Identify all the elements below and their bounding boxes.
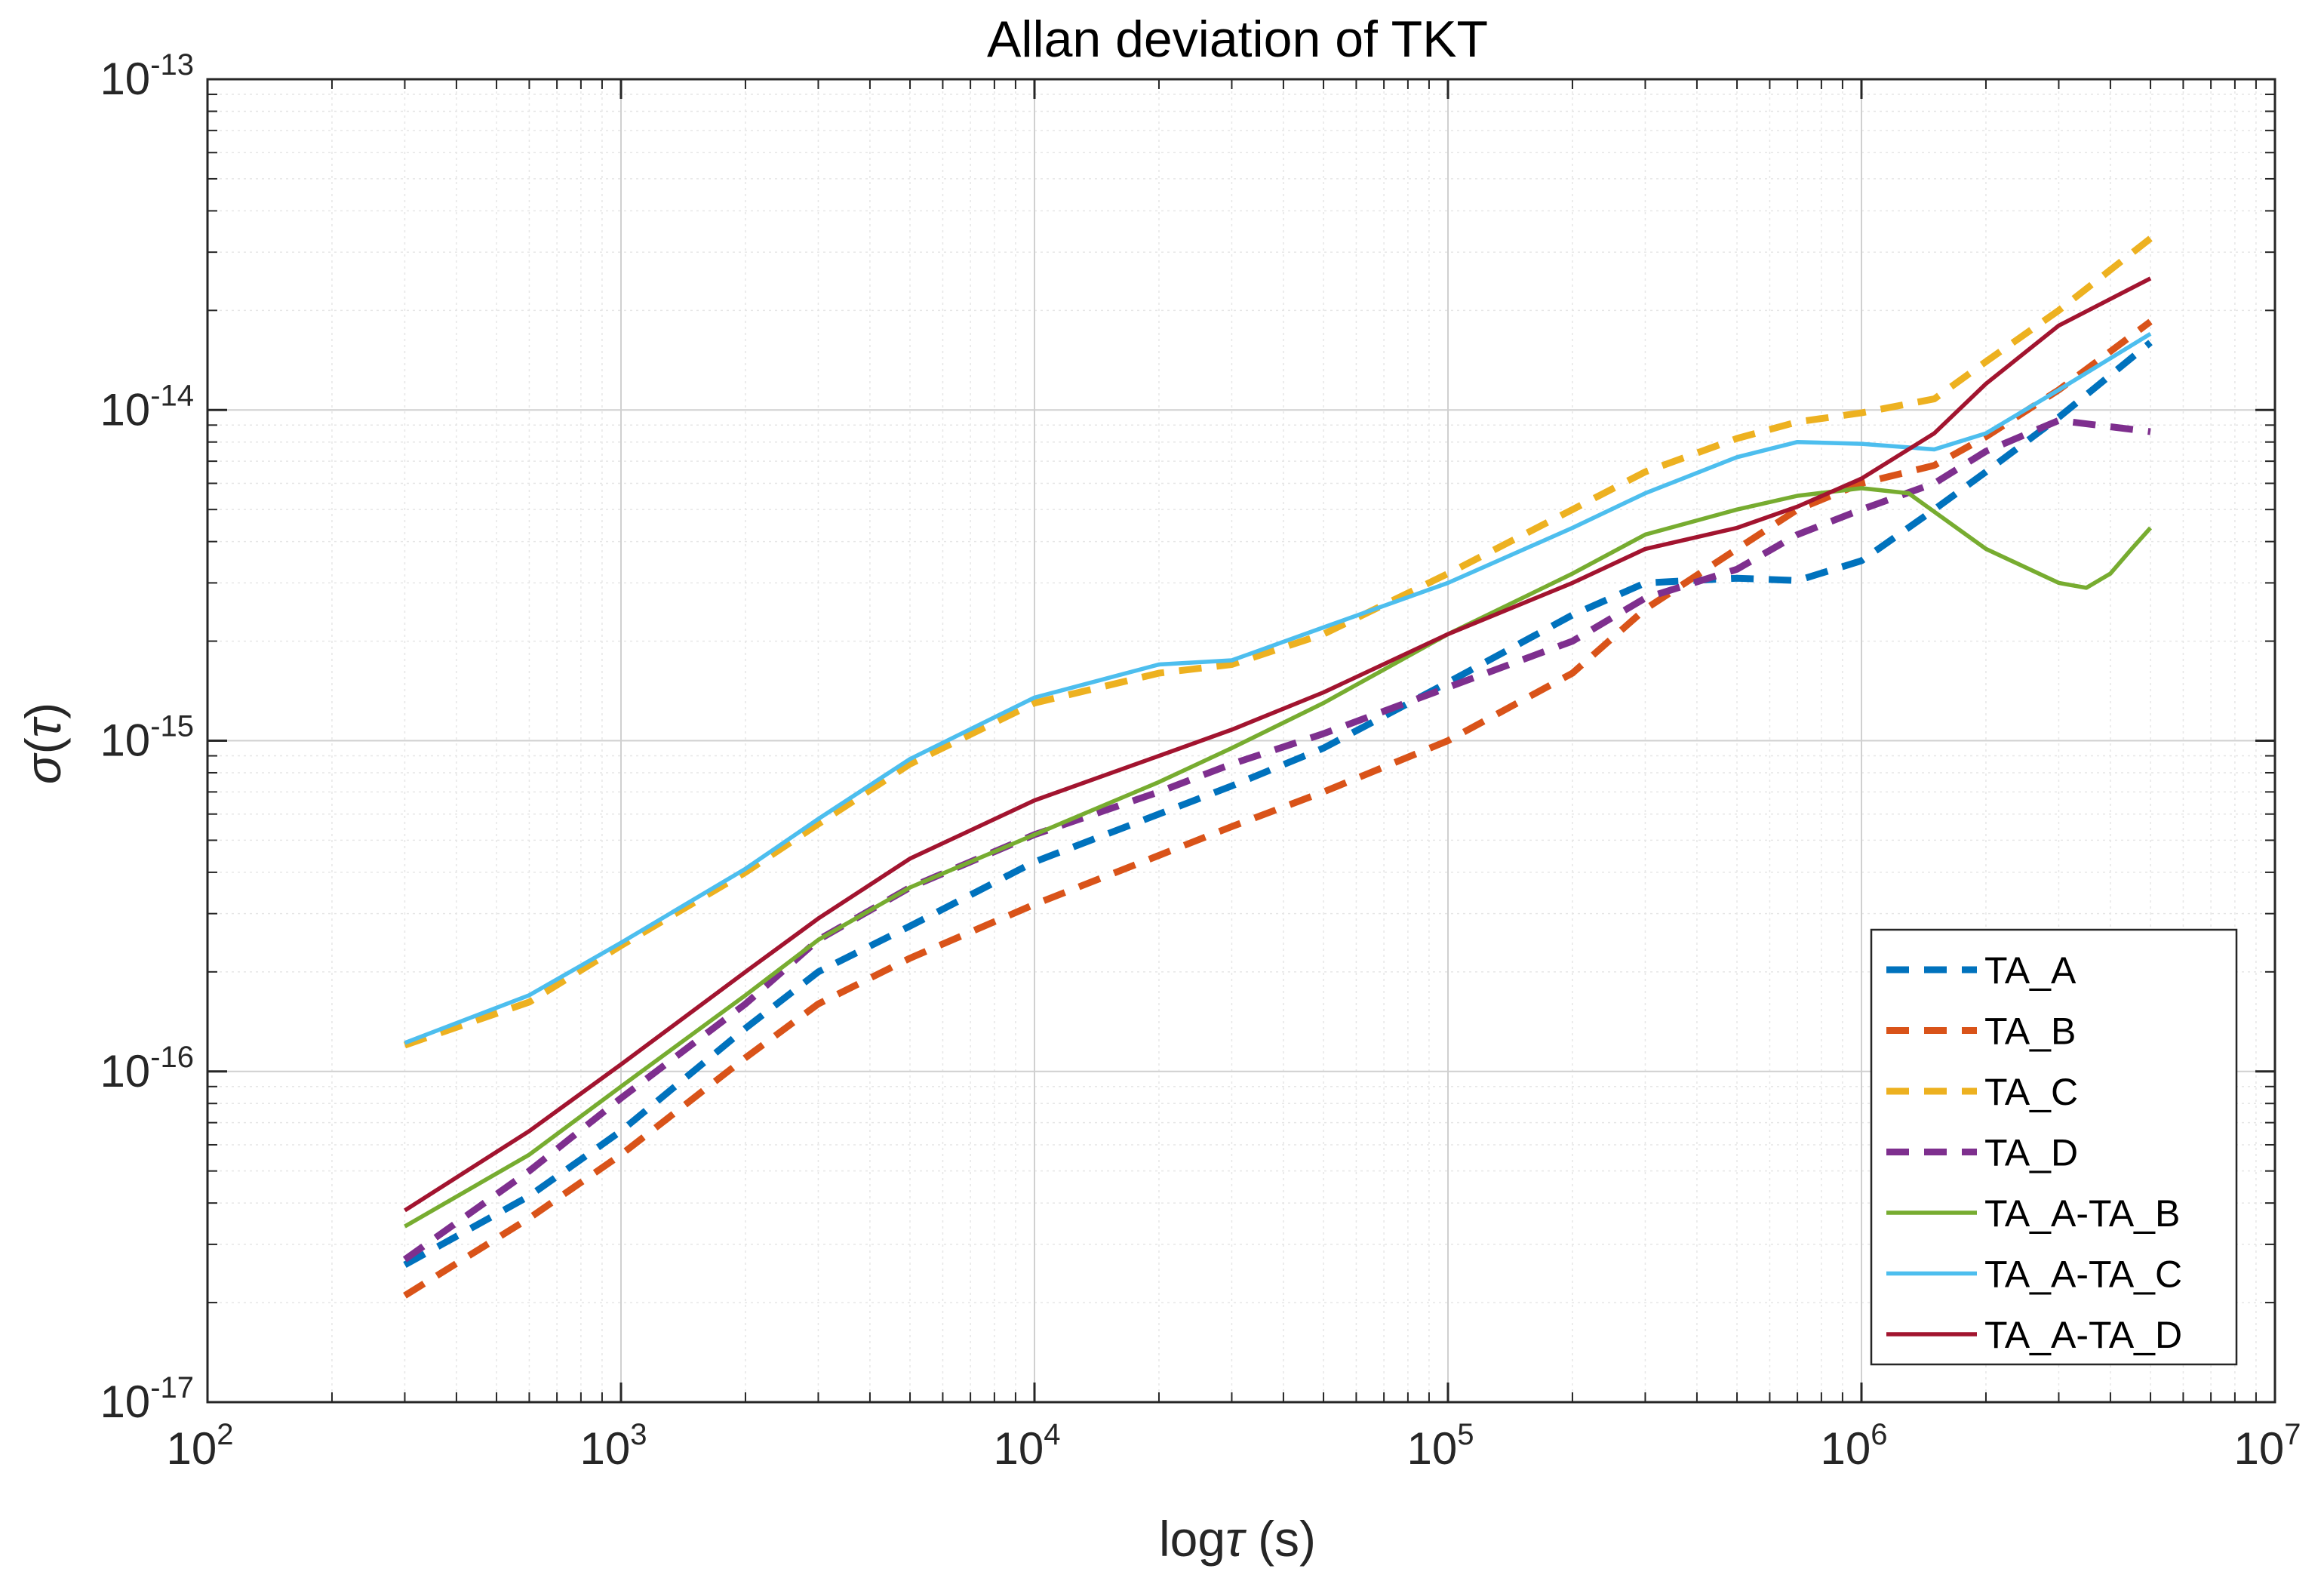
chart-title: Allan deviation of TKT bbox=[987, 11, 1488, 68]
x-tick-label: 106 bbox=[1821, 1418, 1888, 1474]
y-axis-label: σ(τ) bbox=[15, 703, 71, 784]
x-axis-label-suffix: (s) bbox=[1244, 1511, 1316, 1567]
x-tick-label-base: 10 bbox=[167, 1423, 217, 1474]
x-tick-label-exponent: 3 bbox=[630, 1418, 647, 1451]
y-tick-label: 10-16 bbox=[100, 1041, 194, 1097]
series-line-ta-a-ta-d bbox=[404, 276, 2152, 1213]
x-tick-label-base: 10 bbox=[994, 1423, 1044, 1474]
y-tick-label-exponent: -13 bbox=[150, 48, 194, 82]
series-line-ta-a bbox=[403, 340, 2153, 1269]
y-tick-label: 10-15 bbox=[100, 710, 194, 766]
x-tick-label-exponent: 4 bbox=[1044, 1418, 1060, 1451]
y-tick-label-exponent: -16 bbox=[150, 1041, 194, 1074]
x-tick-label-exponent: 7 bbox=[2284, 1418, 2301, 1451]
x-tick-label: 102 bbox=[167, 1418, 234, 1474]
legend-label-ta-b: TA_B bbox=[1984, 1010, 2076, 1053]
x-axis-tick-labels: 102 103 104 105 106 107 bbox=[167, 1418, 2301, 1474]
legend-label-ta-a-ta-d: TA_A-TA_D bbox=[1984, 1314, 2182, 1356]
x-axis-label-prefix: log bbox=[1159, 1511, 1225, 1567]
y-tick-label-base: 10 bbox=[100, 384, 150, 435]
x-tick-label: 105 bbox=[1407, 1418, 1474, 1474]
x-tick-label-base: 10 bbox=[580, 1423, 631, 1474]
legend: TA_A TA_B TA_C TA_D TA_A-TA_B TA_A-TA_C TA_A-T… bbox=[1870, 928, 2238, 1366]
y-axis-label-symbol: σ bbox=[15, 752, 71, 784]
y-axis-label-close: ) bbox=[15, 703, 71, 719]
legend-label-ta-a-ta-c: TA_A-TA_C bbox=[1984, 1253, 2182, 1296]
y-tick-label-base: 10 bbox=[100, 715, 150, 766]
y-tick-label-exponent: -15 bbox=[150, 710, 194, 743]
legend-label-ta-c: TA_C bbox=[1984, 1071, 2078, 1113]
legend-box bbox=[1870, 928, 2238, 1366]
x-tick-label-base: 10 bbox=[1407, 1423, 1458, 1474]
y-tick-label-base: 10 bbox=[100, 54, 150, 104]
y-tick-label-base: 10 bbox=[100, 1046, 150, 1097]
x-tick-label-base: 10 bbox=[1821, 1423, 1871, 1474]
legend-label-ta-d: TA_D bbox=[1984, 1132, 2078, 1174]
y-tick-label-base: 10 bbox=[100, 1376, 150, 1427]
x-tick-label: 103 bbox=[580, 1418, 647, 1474]
x-tick-label-base: 10 bbox=[2234, 1423, 2285, 1474]
x-axis-label-symbol: τ bbox=[1225, 1511, 1247, 1567]
y-tick-label: 10-14 bbox=[100, 379, 194, 435]
minor-grid bbox=[208, 79, 2275, 1402]
x-axis-label: logτ (s) bbox=[1159, 1511, 1316, 1567]
y-axis-label-open: ( bbox=[15, 737, 71, 754]
x-tick-label-exponent: 6 bbox=[1871, 1418, 1887, 1451]
y-tick-label-exponent: -17 bbox=[150, 1371, 194, 1404]
series-line-ta-c bbox=[404, 235, 2153, 1049]
series-line-ta-a-ta-c bbox=[404, 331, 2152, 1045]
axis-ticks bbox=[206, 78, 2276, 1404]
y-axis-label-arg: τ bbox=[15, 715, 71, 737]
series-line-ta-a-ta-b bbox=[404, 486, 2153, 1229]
x-tick-label-exponent: 2 bbox=[217, 1418, 233, 1451]
x-tick-label: 104 bbox=[994, 1418, 1061, 1474]
x-tick-label-exponent: 5 bbox=[1457, 1418, 1474, 1451]
legend-label-ta-a-ta-b: TA_A-TA_B bbox=[1984, 1192, 2180, 1235]
series-line-ta-b bbox=[403, 318, 2153, 1299]
y-tick-label-exponent: -14 bbox=[150, 379, 194, 412]
legend-entries: TA_A TA_B TA_C TA_D TA_A-TA_B TA_A-TA_C TA_A-T… bbox=[1886, 949, 2182, 1356]
y-tick-label: 10-13 bbox=[100, 48, 194, 104]
series-line-ta-d bbox=[402, 417, 2151, 1263]
legend-label-ta-a: TA_A bbox=[1984, 949, 2077, 992]
x-tick-label: 107 bbox=[2234, 1418, 2301, 1474]
y-tick-label: 10-17 bbox=[100, 1371, 194, 1427]
series-layer bbox=[402, 235, 2153, 1299]
